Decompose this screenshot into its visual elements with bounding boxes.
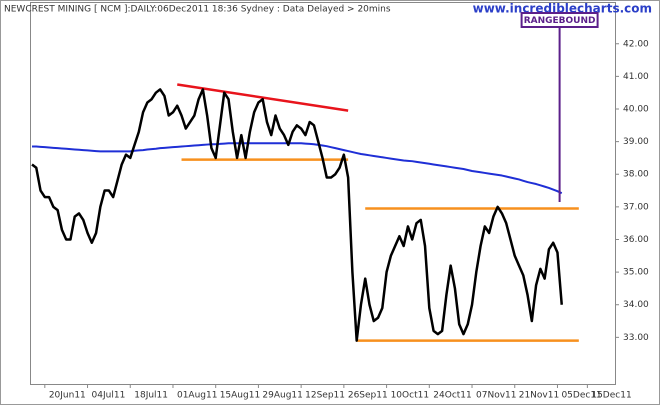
x-tick-label: 15Aug11 — [220, 391, 260, 401]
annotation-box — [520, 12, 599, 28]
y-tick-label: 33.00 — [623, 333, 649, 343]
y-tick-label: 42.00 — [623, 39, 649, 49]
y-tick-label: 37.00 — [623, 202, 649, 212]
y-tick-label: 35.00 — [623, 268, 649, 278]
y-tick-label: 38.00 — [623, 170, 649, 180]
x-tick-label: 20Jun11 — [49, 391, 86, 401]
plot-frame — [30, 2, 616, 385]
x-tick-label: 29Aug11 — [262, 391, 302, 401]
y-tick-label: 40.00 — [623, 104, 649, 114]
chart-title: NEWCREST MINING [ NCM ]:DAILY:06Dec2011 … — [4, 5, 391, 15]
x-tick-label: 05Dec11 — [561, 391, 601, 401]
x-tick-label: 10Oct11 — [391, 391, 429, 401]
x-tick-label: 21Nov11 — [519, 391, 559, 401]
trend-line — [177, 83, 349, 112]
y-tick-label: 36.00 — [623, 235, 649, 245]
watermark: www.incrediblecharts.com — [473, 2, 652, 16]
x-tick-label: 04Jul11 — [92, 391, 126, 401]
series-line — [32, 142, 563, 195]
y-tick-label: 39.00 — [623, 137, 649, 147]
x-tick-label: 26Sep11 — [348, 391, 388, 401]
y-tick-label: 41.00 — [623, 72, 649, 82]
annotation-label: RANGEBOUND — [524, 16, 596, 26]
x-tick-label: 18Jul11 — [134, 391, 168, 401]
x-tick-label: 07Nov11 — [476, 391, 516, 401]
y-tick-label: 34.00 — [623, 300, 649, 310]
x-tick-label: 01Aug11 — [177, 391, 217, 401]
x-tick-label: 15Dec11 — [591, 391, 631, 401]
x-tick-label: 24Oct11 — [433, 391, 471, 401]
x-tick-label: 12Sep11 — [305, 391, 345, 401]
series-line — [31, 88, 563, 342]
